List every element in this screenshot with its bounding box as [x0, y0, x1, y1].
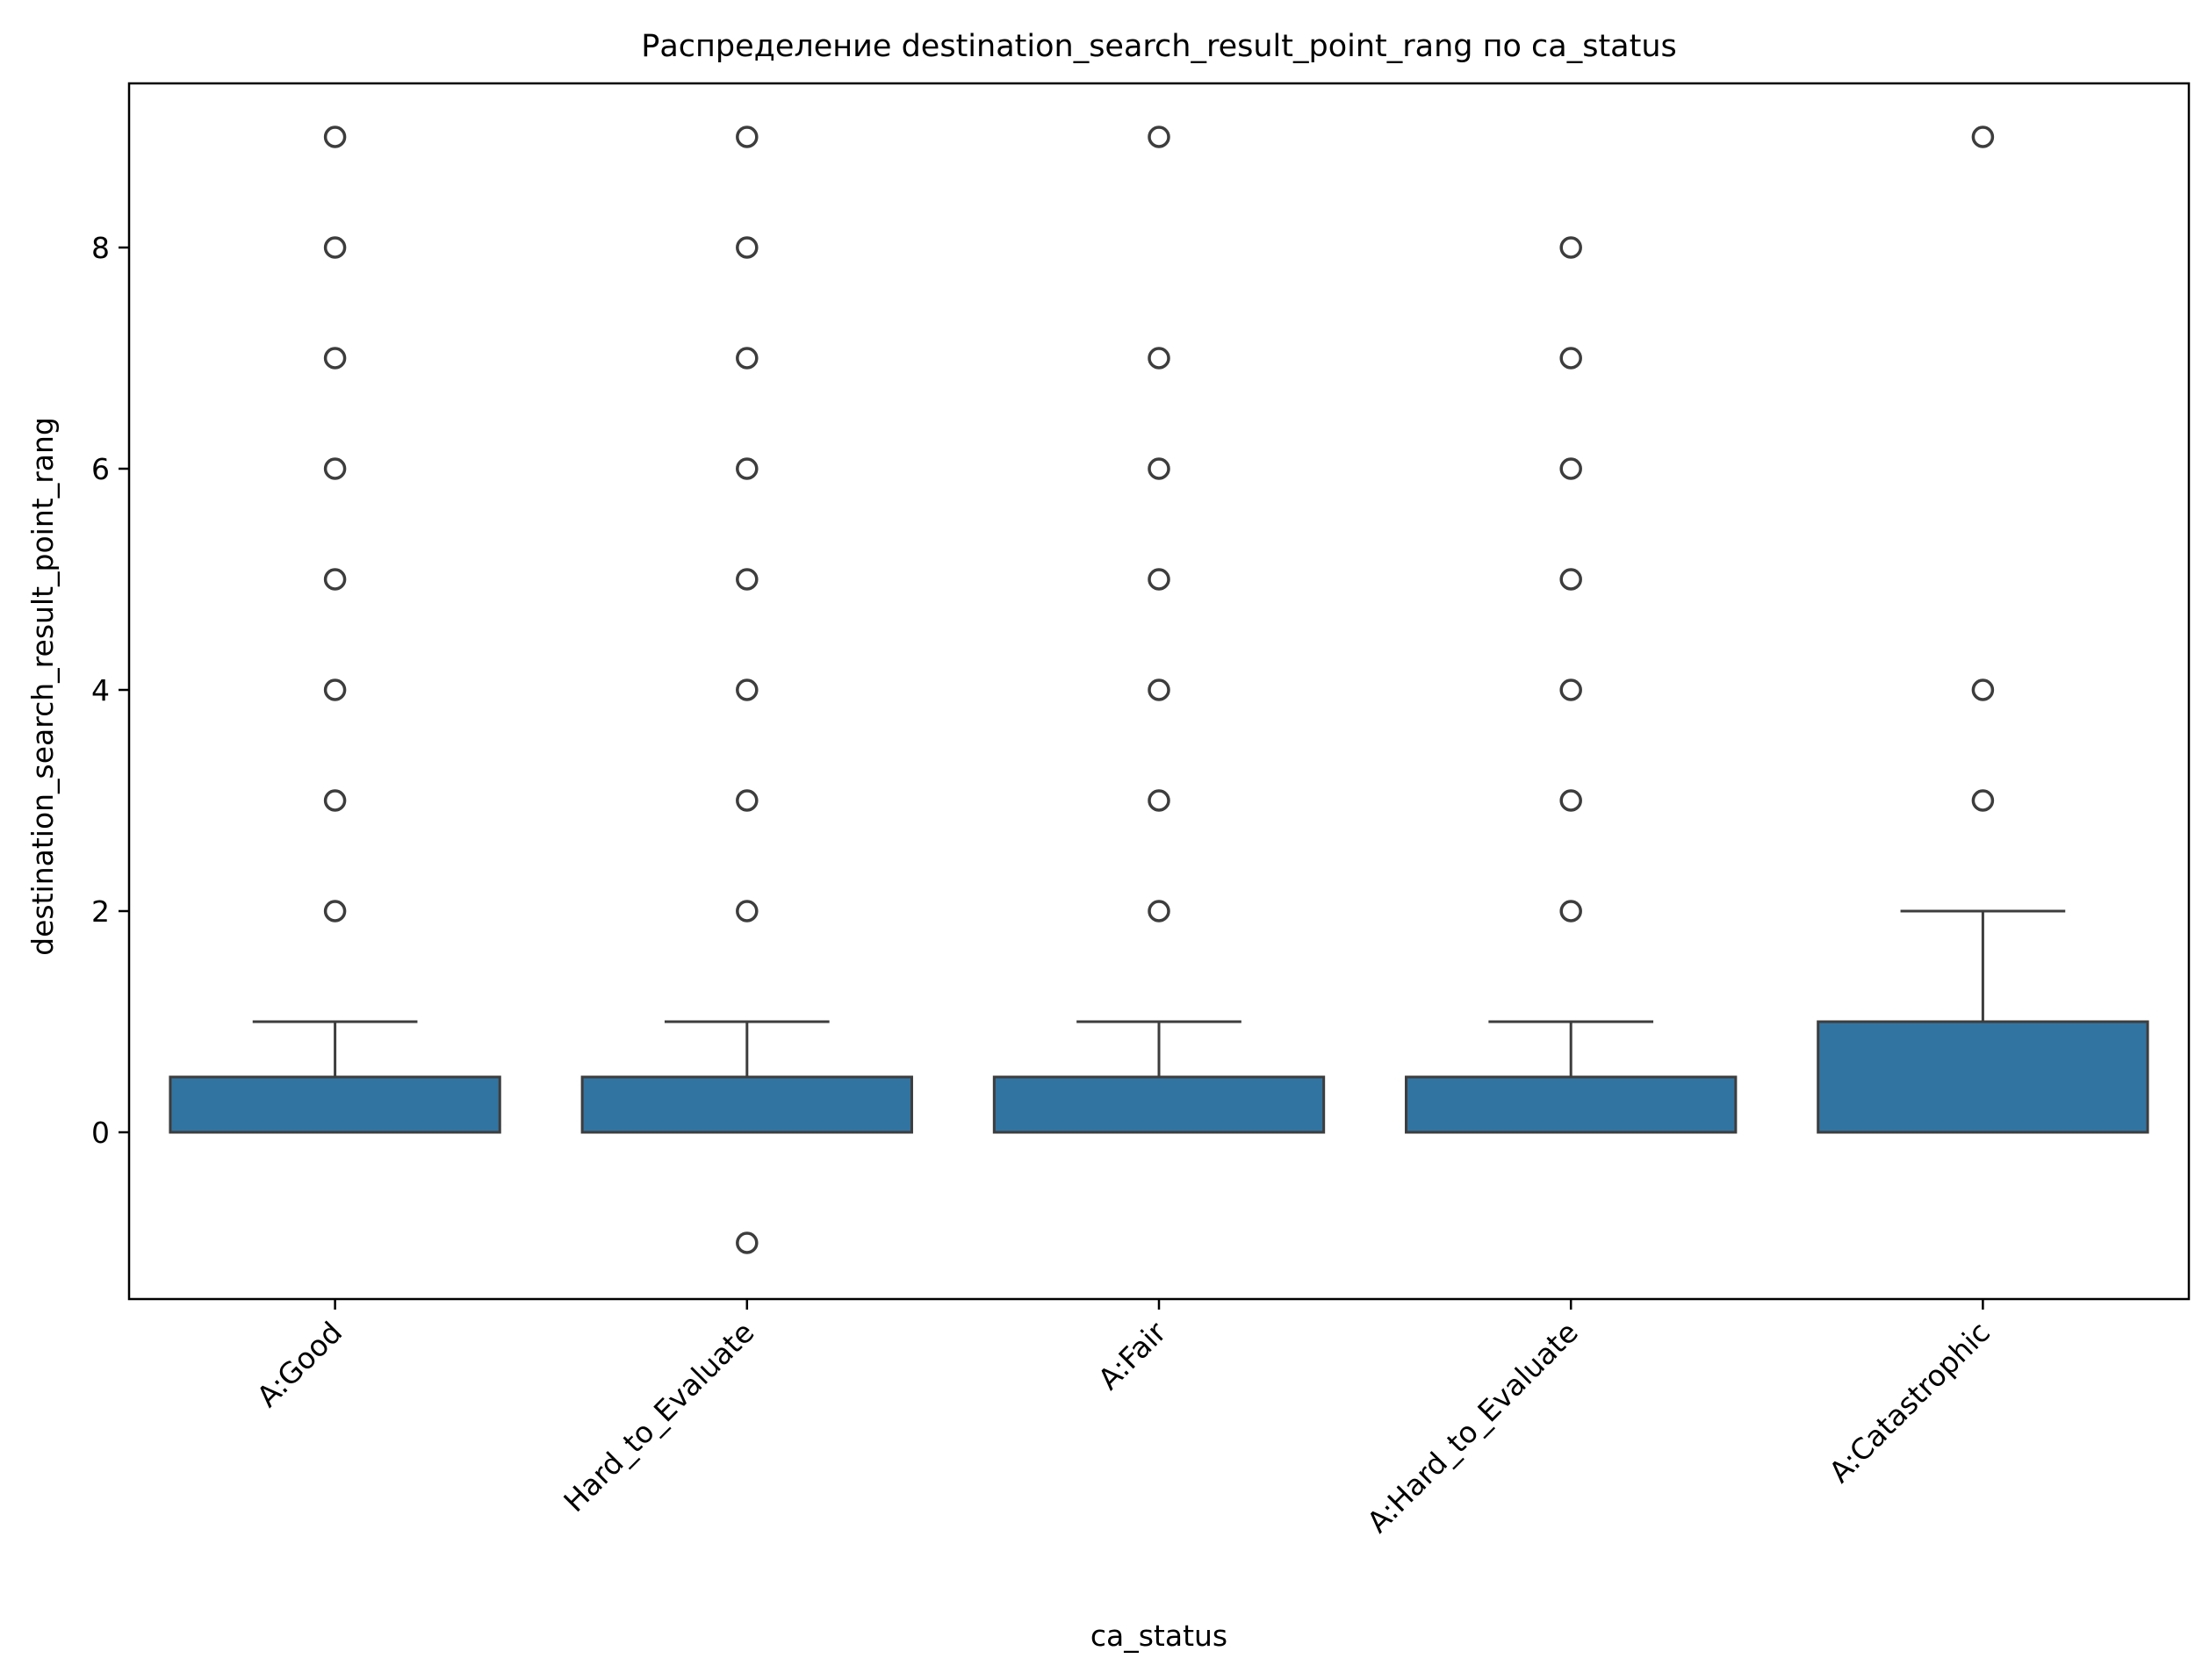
box-body: [169, 1075, 501, 1134]
box-group: [580, 126, 913, 1254]
outlier-point: [1971, 678, 1995, 701]
box-body: [1405, 1075, 1738, 1134]
outlier-point: [1559, 568, 1582, 591]
outlier-point: [736, 236, 759, 259]
outlier-point: [736, 126, 759, 148]
x-axis-label: ca_status: [1090, 1619, 1227, 1653]
box-group: [1405, 236, 1738, 1134]
chart-title: Распределение destination_search_result_…: [641, 29, 1677, 64]
outlier-point: [1559, 678, 1582, 701]
outlier-point: [323, 900, 347, 923]
outlier-point: [1971, 789, 1995, 812]
box-group: [1817, 126, 2149, 1134]
outlier-point: [323, 789, 347, 812]
outlier-point: [736, 457, 759, 480]
outlier-point: [1148, 678, 1170, 701]
outlier-point: [1559, 457, 1582, 480]
outlier-point: [1148, 457, 1170, 480]
outlier-point: [1559, 347, 1582, 370]
box-group: [169, 126, 501, 1134]
outlier-point: [736, 678, 759, 701]
outlier-point: [323, 457, 347, 480]
outlier-point: [1971, 126, 1995, 148]
outlier-point: [323, 568, 347, 591]
outlier-point: [323, 126, 347, 148]
plot-area: [169, 126, 2149, 1254]
outlier-point: [736, 1231, 759, 1254]
outlier-point: [323, 236, 347, 259]
outlier-point: [323, 678, 347, 701]
box-body: [1817, 1020, 2149, 1134]
outlier-point: [1559, 236, 1582, 259]
y-axis: 0 2 4 6 8: [91, 231, 129, 1150]
outlier-point: [1559, 789, 1582, 812]
box-group: [992, 126, 1326, 1134]
outlier-point: [1148, 789, 1170, 812]
outlier-point: [1148, 568, 1170, 591]
y-tick-label: 6: [91, 452, 110, 486]
outlier-point: [736, 789, 759, 812]
outlier-point: [323, 347, 347, 370]
outlier-point: [736, 568, 759, 591]
outlier-point: [1148, 126, 1170, 148]
y-tick-label: 8: [91, 231, 110, 265]
outlier-point: [736, 347, 759, 370]
outlier-point: [1148, 900, 1170, 923]
box-body: [992, 1075, 1326, 1134]
y-tick-label: 2: [91, 894, 110, 929]
outlier-point: [1559, 900, 1582, 923]
y-axis-label: destination_search_result_point_rang: [25, 417, 60, 956]
outlier-point: [736, 900, 759, 923]
box-body: [580, 1075, 913, 1134]
y-tick-label: 0: [91, 1116, 110, 1150]
outlier-point: [1148, 347, 1170, 370]
y-tick-label: 4: [91, 673, 110, 707]
